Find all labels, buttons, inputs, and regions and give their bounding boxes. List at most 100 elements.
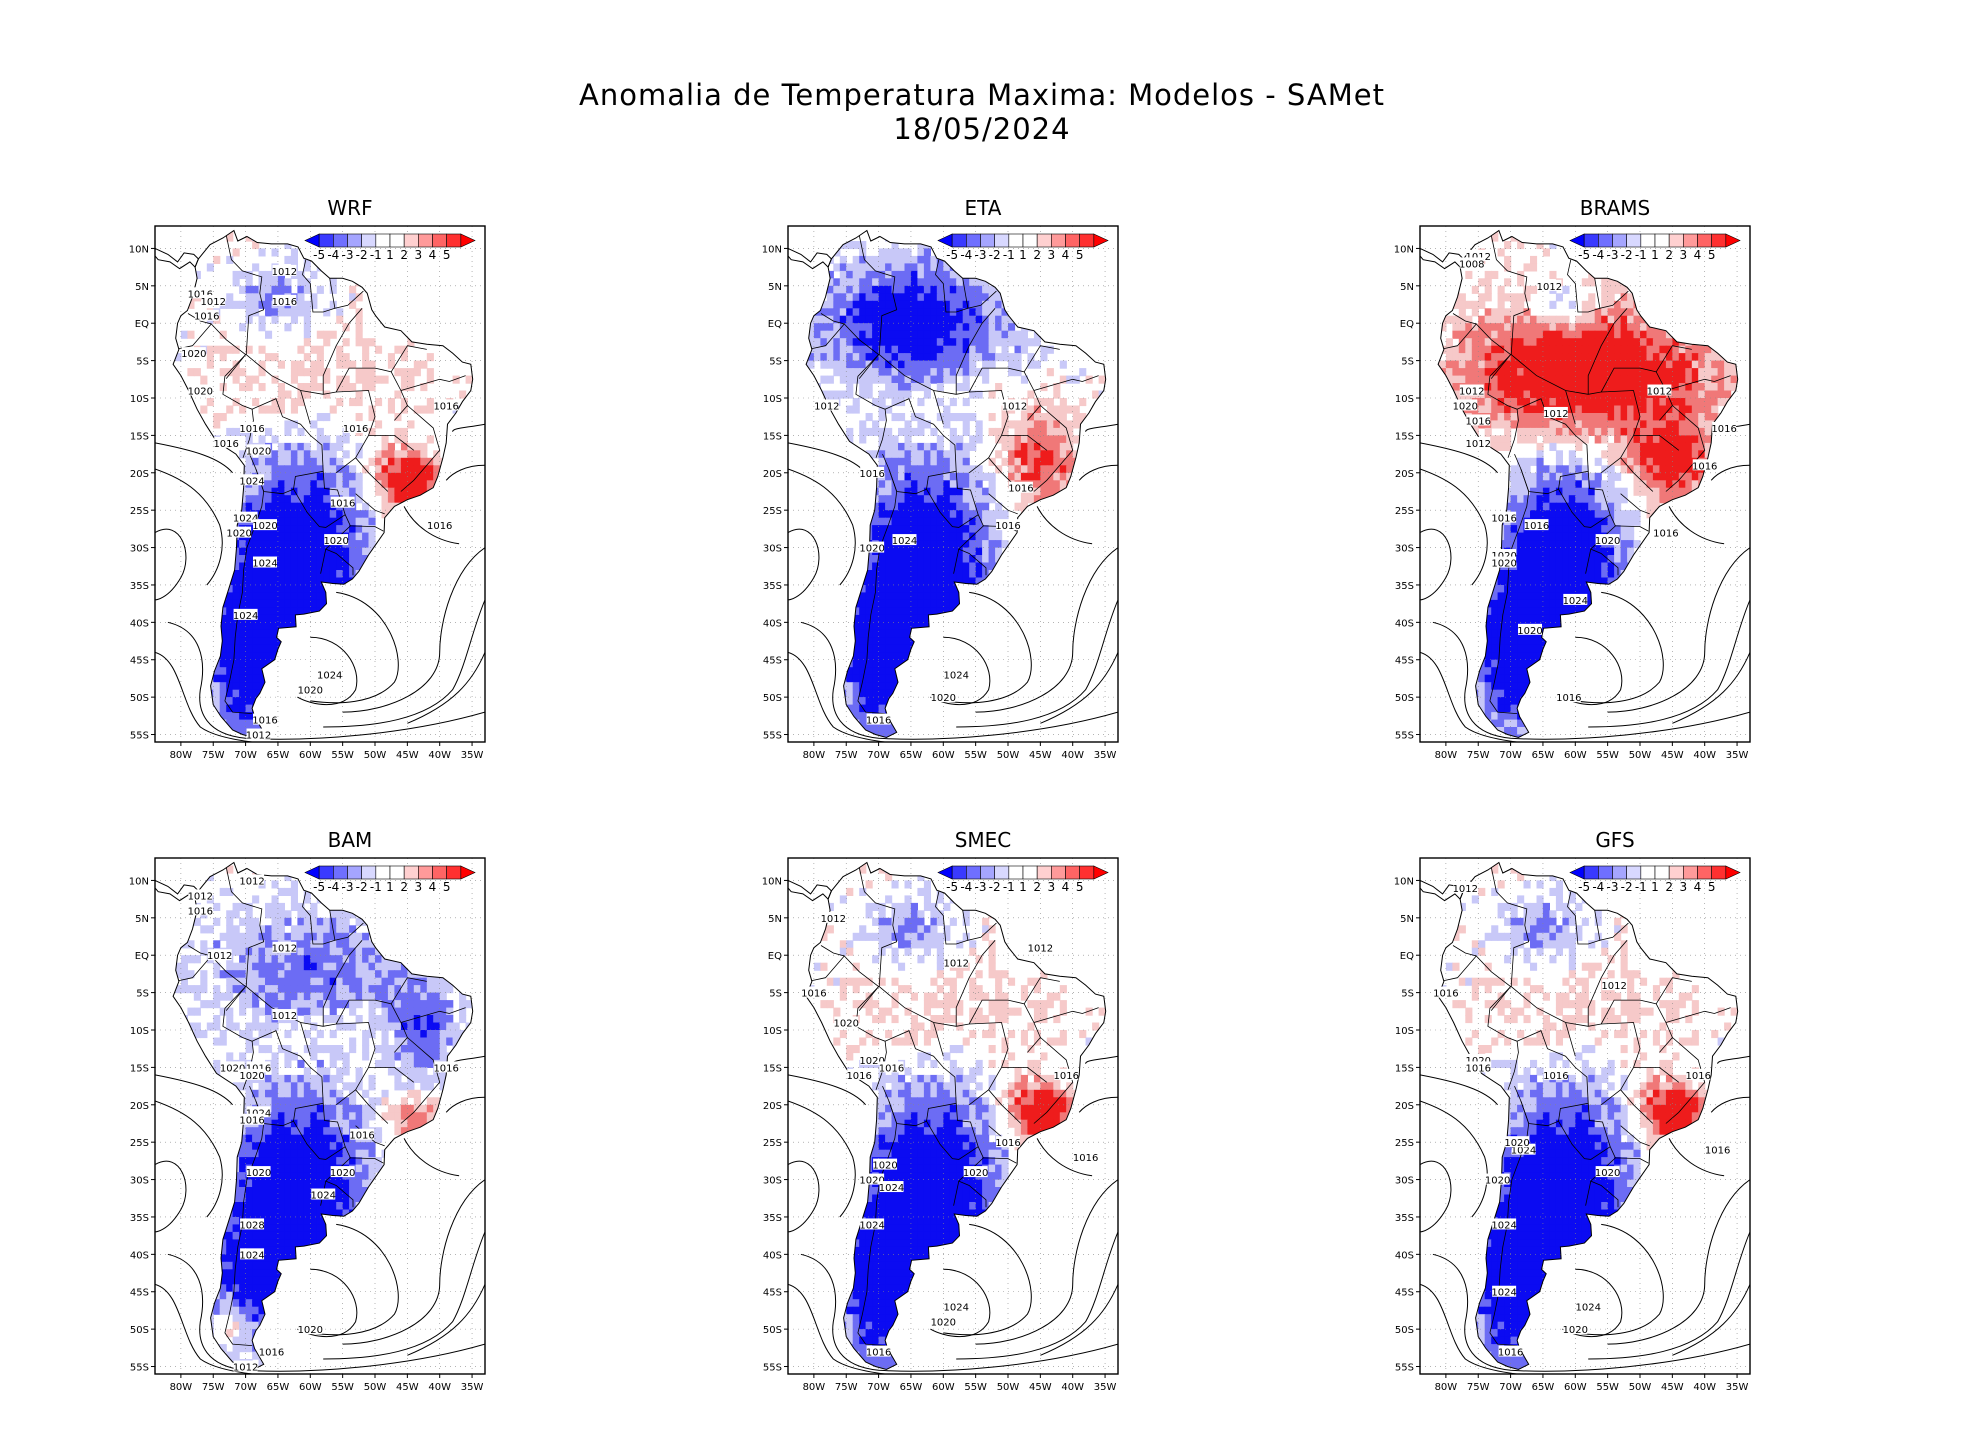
isobars [1420, 1055, 1750, 1374]
lat-tick-label: 5N [768, 282, 782, 293]
isobar-line [155, 1160, 187, 1233]
colorbar-label: -1 [370, 880, 382, 894]
isobar-label: 1024 [239, 1250, 264, 1261]
lat-tick-label: EQ [1400, 951, 1414, 962]
isobar-label: 1024 [1491, 1220, 1516, 1231]
isobar-label: 1020 [323, 536, 348, 547]
coastline [172, 861, 474, 1371]
panel-title: BAM [327, 828, 373, 852]
isobar-label: 1016 [866, 1348, 891, 1359]
colorbar-swatch [1683, 233, 1698, 248]
isobar-label: 1012 [1453, 884, 1478, 895]
lon-tick-label: 80W [1435, 1382, 1458, 1393]
lon-tick-label: 60W [932, 750, 955, 761]
isobar-line [956, 599, 1118, 728]
isobar-label: 1016 [272, 297, 297, 308]
lon-tick-label: 80W [170, 1382, 193, 1393]
isobar-label: 1012 [272, 1011, 297, 1022]
lon-tick-label: 40W [1693, 750, 1716, 761]
isobar-line [297, 636, 358, 705]
isobar-label: 1016 [846, 1071, 871, 1082]
isobar-line [323, 1231, 485, 1360]
lat-tick-label: 20S [763, 1101, 782, 1112]
isobar-line [788, 1074, 866, 1106]
colorbar-swatch [1711, 233, 1727, 248]
isobar-line [155, 651, 408, 742]
colorbar-swatch [980, 233, 995, 248]
isobar-label: 1012 [1601, 981, 1626, 992]
lat-tick-label: 10S [130, 394, 149, 405]
colorbar-swatch [1626, 865, 1642, 880]
colorbar-label: -4 [960, 248, 972, 262]
lon-tick-label: 75W [1467, 1382, 1490, 1393]
colorbar-label: 5 [443, 880, 451, 894]
isobar-line [1588, 1231, 1750, 1360]
colorbar-label: -4 [327, 880, 339, 894]
isobar-label: 1016 [866, 716, 891, 727]
colorbar-label: -2 [989, 248, 1001, 262]
colorbar-label: 5 [1076, 880, 1084, 894]
isobar-label: 1016 [259, 1348, 284, 1359]
colorbar-swatch [1051, 233, 1066, 248]
map-svg: 1012 1012 1016 1016 1016 1024 1020 1024 1020 1016… [762, 225, 1119, 761]
colorbar-label: -2 [356, 248, 368, 262]
grid-lines [155, 858, 485, 1374]
isobar-label: 1016 [1705, 1146, 1730, 1157]
colorbar-swatch [1598, 233, 1613, 248]
map-panel: SMEC 1012 1012 1012 1016 1020 1020 1016 1016 101… [723, 828, 1243, 1393]
isobar-label: 1020 [859, 544, 884, 555]
isobar-line [1672, 1284, 1750, 1356]
isobar-label: 1020 [834, 1019, 859, 1030]
isobar-label: 1016 [995, 521, 1020, 532]
isobar-label: 1016 [1054, 1071, 1079, 1082]
lon-tick-label: 45W [1029, 750, 1052, 761]
lat-tick-label: 15S [130, 1063, 149, 1074]
colorbar: -5 -4 -3 -2 -1 1 2 3 4 5 [1569, 233, 1741, 262]
isobar-label: 1012 [1459, 387, 1484, 398]
lon-tick-label: 55W [1596, 1382, 1619, 1393]
lon-tick-label: 70W [867, 750, 890, 761]
colorbar-swatch [318, 233, 334, 248]
isobar-label: 1020 [181, 349, 206, 360]
lon-tick-label: 40W [1061, 1382, 1084, 1393]
lat-tick-label: 55S [763, 1363, 782, 1374]
lon-tick-label: 50W [1629, 1382, 1652, 1393]
isobar-label: 1020 [226, 529, 251, 540]
colorbar-swatch [361, 865, 377, 880]
isobar-label: 1016 [433, 1063, 458, 1074]
lon-tick-label: 75W [202, 1382, 225, 1393]
colorbar-swatch [1612, 233, 1627, 248]
lon-tick-label: 60W [299, 1382, 322, 1393]
isobar-label: 1012 [1647, 387, 1672, 398]
isobar-label: 1020 [872, 1161, 897, 1172]
lat-tick-label: 35S [763, 581, 782, 592]
isobar-label: 1016 [1556, 693, 1581, 704]
colorbar-label: 5 [1708, 880, 1716, 894]
isobar-label: 1012 [201, 297, 226, 308]
colorbar: -5 -4 -3 -2 -1 1 2 3 4 5 [937, 233, 1109, 262]
colorbar-label: 2 [400, 880, 408, 894]
central-america-coast [1419, 879, 1464, 902]
lat-tick-label: 50S [130, 693, 149, 704]
isobar-label: 1028 [239, 1220, 264, 1231]
isobar-line [1672, 652, 1750, 724]
colorbar-label: -1 [1635, 248, 1647, 262]
isobar-line [1420, 468, 1488, 586]
lat-tick-label: 10S [1395, 1026, 1414, 1037]
colorbar-label: -5 [946, 880, 958, 894]
isobar-line [1420, 1100, 1488, 1218]
colorbar-swatch [347, 865, 362, 880]
colorbar-label: -2 [1621, 880, 1633, 894]
isobar-line [342, 547, 485, 713]
panel-title: BRAMS [1579, 196, 1651, 220]
colorbar-swatch [347, 233, 362, 248]
isobar-label: 1016 [188, 289, 213, 300]
colorbar-label: -3 [975, 248, 987, 262]
lon-tick-label: 50W [997, 750, 1020, 761]
lat-tick-label: EQ [1400, 319, 1414, 330]
isobar-line [407, 652, 485, 724]
isobar-label: 1016 [252, 716, 277, 727]
colorbar-swatch [304, 233, 320, 248]
lat-tick-label: 40S [763, 1250, 782, 1261]
colorbar-label: 2 [1033, 248, 1041, 262]
